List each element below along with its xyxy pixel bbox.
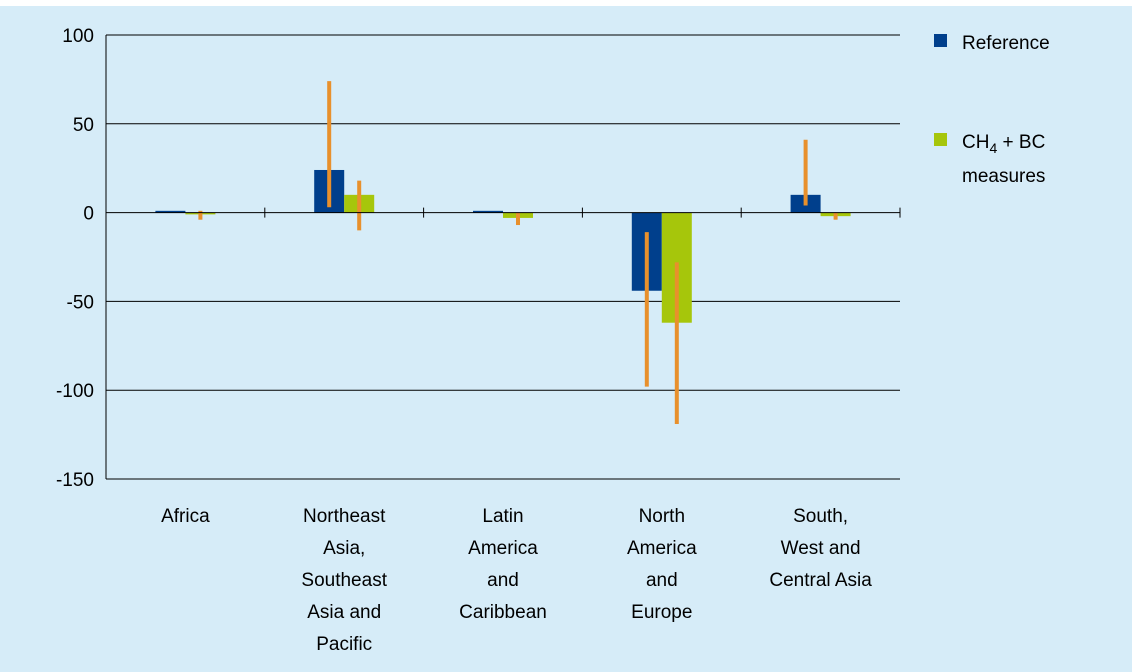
legend: Reference CH4 + BC measures	[934, 33, 1050, 187]
category-label: Caribbean	[459, 602, 547, 623]
category-label: America	[468, 538, 538, 559]
legend-label-reference: Reference	[962, 33, 1050, 54]
category-label: and	[487, 570, 519, 591]
legend-label-measures-rest: + BC	[997, 132, 1045, 153]
gridlines	[106, 34, 900, 391]
category-label: West and	[781, 538, 861, 559]
category-label: and	[646, 570, 678, 591]
chart-background	[0, 6, 1132, 672]
legend-label-measures: CH4 + BC	[962, 132, 1045, 156]
legend-label-measures-main: CH	[962, 132, 989, 153]
category-label: Europe	[631, 602, 692, 623]
category-label: Asia,	[323, 538, 365, 559]
legend-label-measures-subscript: 4	[989, 140, 997, 156]
axes	[105, 35, 901, 480]
y-tick-labels: 100 50 0 -50 -100 -150	[56, 26, 94, 491]
category-label: America	[627, 538, 697, 559]
category-label: Central Asia	[769, 570, 872, 591]
category-label: Latin	[482, 506, 523, 527]
category-label: Northeast	[303, 506, 386, 527]
legend-label-measures-line2: measures	[962, 166, 1045, 187]
y-tick-label: -100	[56, 381, 94, 402]
y-tick-label: -150	[56, 470, 94, 491]
category-label: Pacific	[316, 634, 372, 655]
legend-swatch-measures	[934, 133, 947, 146]
category-label: Africa	[161, 506, 210, 527]
legend-swatch-reference	[934, 34, 947, 47]
y-tick-label: 0	[83, 204, 94, 225]
category-label: Southeast	[301, 570, 387, 591]
y-tick-label: 100	[62, 26, 94, 47]
category-label: South,	[793, 506, 848, 527]
category-label: Asia and	[307, 602, 381, 623]
y-tick-label: 50	[73, 115, 94, 136]
y-tick-label: -50	[67, 292, 94, 313]
bar-reference	[473, 210, 503, 213]
error-bars	[198, 81, 838, 424]
bar-reference	[155, 210, 186, 213]
category-labels: Africa Northeast Asia, Southeast Asia and Pac…	[161, 506, 872, 655]
category-label: North	[639, 506, 685, 527]
